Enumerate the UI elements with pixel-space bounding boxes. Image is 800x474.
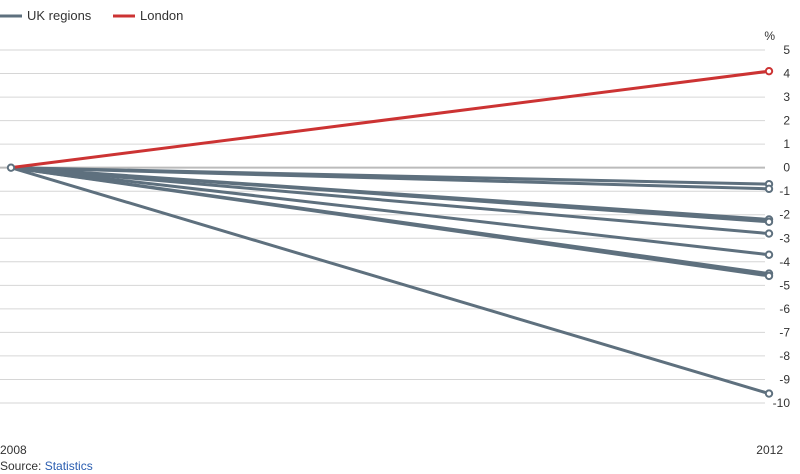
end-point[interactable] — [764, 250, 774, 259]
grid-lines — [0, 49, 765, 404]
y-tick-label: -5 — [779, 278, 790, 292]
legend-item-london[interactable]: London — [113, 8, 183, 23]
series-line-uk-region[interactable] — [10, 166, 770, 278]
end-point[interactable] — [764, 217, 774, 226]
y-tick-label: -9 — [779, 372, 790, 386]
x-tick-label: 2012 — [756, 443, 783, 457]
start-point[interactable] — [6, 163, 16, 172]
legend-item-uk-regions[interactable]: UK regions — [0, 8, 92, 23]
series-line-uk-region[interactable] — [10, 166, 770, 224]
source-note: Source: Statistics — [0, 459, 93, 473]
series-line-uk-region[interactable] — [10, 166, 770, 236]
series-points — [6, 66, 774, 398]
y-unit-label: % — [764, 29, 775, 43]
series-line-uk-region[interactable] — [10, 166, 770, 257]
end-point[interactable] — [764, 389, 774, 398]
legend-label-uk-regions: UK regions — [27, 8, 92, 23]
y-tick-label: -3 — [779, 231, 790, 245]
y-tick-label: 5 — [783, 43, 790, 57]
y-tick-label: -10 — [773, 396, 791, 410]
y-tick-label: 1 — [783, 137, 790, 151]
y-tick-label: -1 — [779, 184, 790, 198]
series-line-uk-region[interactable] — [10, 166, 770, 396]
end-point[interactable] — [764, 229, 774, 238]
series-line-uk-region[interactable] — [10, 166, 770, 191]
y-tick-label: -2 — [779, 208, 790, 222]
y-tick-label: 4 — [783, 67, 790, 81]
x-tick-label: 2008 — [0, 443, 27, 457]
series-lines — [10, 69, 770, 396]
legend: UK regions London — [0, 8, 183, 23]
end-point[interactable] — [764, 184, 774, 194]
end-point[interactable] — [764, 271, 774, 281]
y-tick-label: -4 — [779, 255, 790, 269]
source-link[interactable]: Statistics — [44, 459, 93, 473]
y-tick-label: 2 — [783, 114, 790, 128]
legend-label-london: London — [140, 8, 183, 23]
series-line-london[interactable] — [10, 69, 770, 170]
y-tick-label: -7 — [779, 325, 790, 339]
end-point[interactable] — [764, 66, 774, 76]
y-tick-label: 3 — [783, 90, 790, 104]
source-prefix: Source: — [0, 459, 45, 473]
y-axis-ticks: 5 4 3 2 1 0 -1 -2 -3 -4 -5 -6 -7 -8 -9 -10 — [773, 43, 791, 410]
y-tick-label: -8 — [779, 349, 790, 363]
x-axis-ticks: 2008 2012 — [0, 443, 783, 457]
y-tick-label: 0 — [783, 161, 790, 175]
y-tick-label: -6 — [779, 302, 790, 316]
